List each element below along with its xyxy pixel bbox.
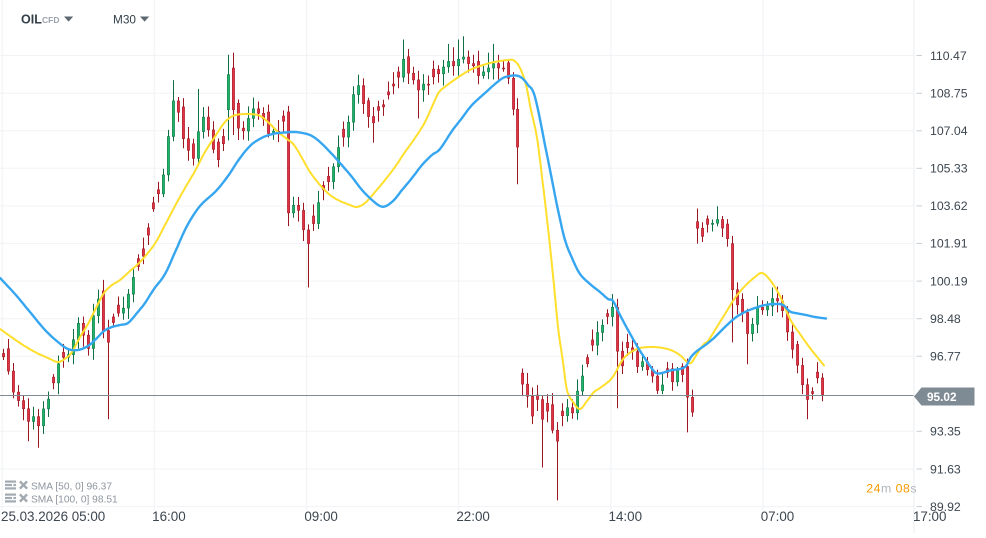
svg-text:25.03.2026 05:00: 25.03.2026 05:00 [1, 509, 105, 524]
svg-text:09:00: 09:00 [304, 509, 338, 524]
svg-text:100.19: 100.19 [930, 274, 968, 288]
svg-text:SMA [100, 0] 98.51: SMA [100, 0] 98.51 [31, 495, 118, 506]
svg-text:91.63: 91.63 [930, 462, 961, 476]
svg-text:16:00: 16:00 [152, 509, 186, 524]
svg-text:93.35: 93.35 [930, 425, 961, 439]
svg-text:96.77: 96.77 [930, 350, 961, 364]
svg-text:OIL: OIL [21, 13, 42, 27]
svg-text:105.33: 105.33 [930, 162, 968, 176]
svg-text:108.75: 108.75 [930, 87, 968, 101]
svg-text:24m 08s: 24m 08s [866, 482, 917, 496]
svg-text:17:00: 17:00 [913, 509, 947, 524]
svg-text:14:00: 14:00 [609, 509, 643, 524]
svg-text:110.47: 110.47 [930, 49, 967, 63]
svg-text:107.04: 107.04 [930, 124, 968, 138]
svg-text:SMA [50, 0] 96.37: SMA [50, 0] 96.37 [31, 482, 112, 493]
svg-text:89.92: 89.92 [930, 500, 961, 514]
svg-text:CFD: CFD [42, 15, 59, 25]
svg-text:101.91: 101.91 [930, 237, 968, 251]
svg-text:M30: M30 [113, 13, 136, 27]
svg-text:07:00: 07:00 [761, 509, 795, 524]
svg-text:103.62: 103.62 [930, 199, 968, 213]
svg-text:98.48: 98.48 [930, 312, 961, 326]
svg-text:22:00: 22:00 [456, 509, 490, 524]
svg-text:95.02: 95.02 [927, 390, 957, 404]
